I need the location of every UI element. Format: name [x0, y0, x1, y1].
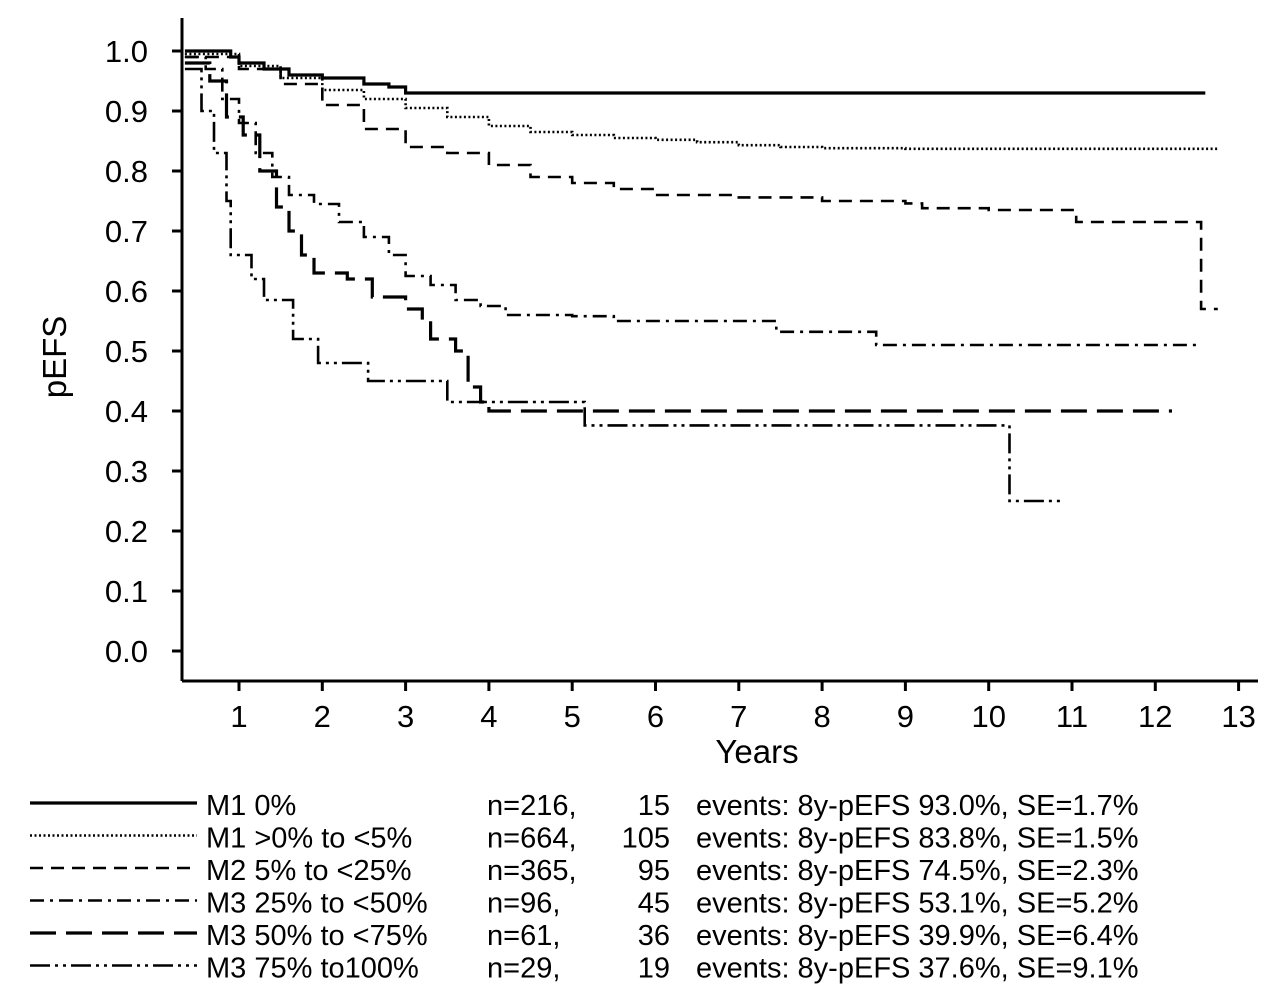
x-tick-label: 1 — [230, 699, 247, 734]
legend-summary: events: 8y-pEFS 93.0%, SE=1.7% — [696, 790, 1139, 822]
legend-summary: events: 8y-pEFS 37.6%, SE=9.1% — [696, 953, 1139, 985]
series-line-1 — [184, 49, 1206, 95]
x-tick-label: 13 — [1221, 699, 1255, 734]
legend-label: M3 25% to <50% — [206, 888, 428, 920]
y-tick-label: 0.1 — [105, 574, 148, 609]
legend-events-count: 19 — [638, 953, 670, 985]
x-axis-title: Years — [715, 733, 798, 770]
x-tick-label: 5 — [564, 699, 581, 734]
x-tick-label: 8 — [813, 699, 830, 734]
legend-summary: events: 8y-pEFS 74.5%, SE=2.3% — [696, 855, 1139, 887]
legend-events-count: 36 — [638, 920, 670, 952]
legend-n: n=29, — [487, 953, 560, 985]
y-tick-label: 0.8 — [105, 154, 148, 189]
series-line-6 — [184, 67, 1064, 503]
x-tick-label: 11 — [1056, 699, 1088, 734]
y-axis-title: pEFS — [36, 316, 73, 399]
legend-n: n=365, — [487, 855, 577, 887]
legend-events-count: 95 — [638, 855, 670, 887]
legend-label: M3 75% to100% — [206, 953, 419, 985]
x-tick-label: 10 — [971, 699, 1005, 734]
legend-n: n=216, — [487, 790, 577, 822]
legend: M1 0% n=216, 15 events: 8y-pEFS 93.0%, SE=1… — [30, 790, 1139, 985]
y-tick-label: 0.9 — [105, 94, 148, 129]
x-tick-label: 4 — [480, 699, 497, 734]
x-tick-label: 2 — [314, 699, 331, 734]
legend-events-count: 45 — [638, 888, 670, 920]
series-line-4 — [184, 55, 1197, 347]
axes — [180, 18, 1258, 683]
y-tick-label: 0.7 — [105, 214, 148, 249]
legend-label: M3 50% to <75% — [206, 920, 428, 952]
legend-label: M2 5% to <25% — [206, 855, 412, 887]
legend-summary: events: 8y-pEFS 39.9%, SE=6.4% — [696, 920, 1139, 952]
x-tick-label: 3 — [397, 699, 414, 734]
legend-n: n=96, — [487, 888, 560, 920]
legend-summary: events: 8y-pEFS 53.1%, SE=5.2% — [696, 888, 1139, 920]
x-tick-label: 7 — [730, 699, 747, 734]
legend-n: n=61, — [487, 920, 560, 952]
legend-events-count: 105 — [622, 823, 670, 855]
x-tick-label: 9 — [897, 699, 914, 734]
y-tick-label: 0.5 — [105, 334, 148, 369]
legend-n: n=664, — [487, 823, 577, 855]
series-line-5 — [184, 61, 1172, 413]
x-tick-label: 12 — [1138, 699, 1172, 734]
legend-label: M1 >0% to <5% — [206, 823, 412, 855]
y-tick-label: 0.4 — [105, 394, 148, 429]
series-lines — [184, 49, 1218, 503]
series-line-2 — [184, 52, 1218, 151]
legend-summary: events: 8y-pEFS 83.8%, SE=1.5% — [696, 823, 1139, 855]
ticks: 0.00.10.20.30.40.50.60.70.80.91.01 2 3 4 5 6 7… — [105, 34, 1256, 734]
y-tick-label: 1.0 — [105, 34, 148, 69]
legend-label: M1 0% — [206, 790, 296, 822]
legend-events-count: 15 — [638, 790, 670, 822]
y-tick-label: 0.6 — [105, 274, 148, 309]
y-tick-label: 0.2 — [105, 514, 148, 549]
series-line-3 — [184, 55, 1218, 311]
y-tick-label: 0.3 — [105, 454, 148, 489]
x-tick-label: 6 — [647, 699, 664, 734]
y-tick-label: 0.0 — [105, 634, 148, 669]
